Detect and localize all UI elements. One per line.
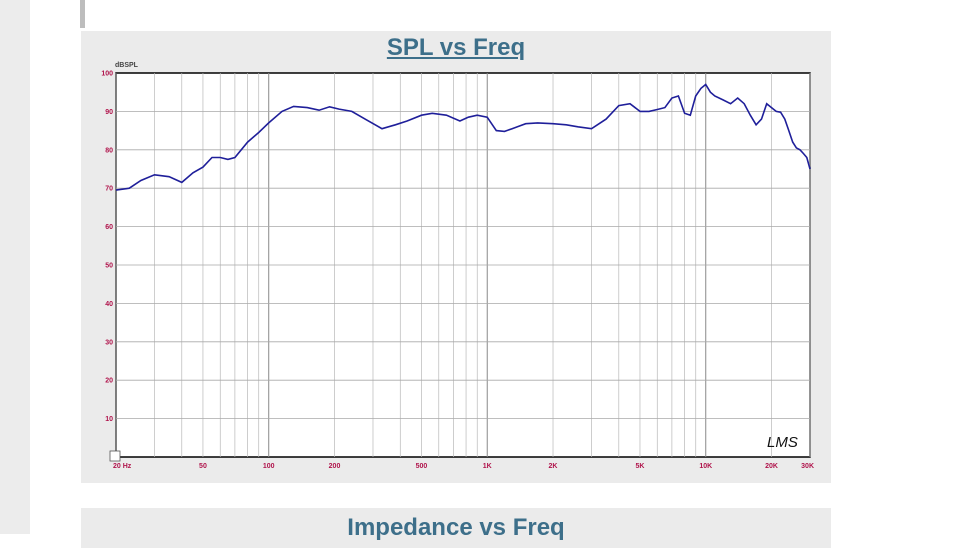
spl-chart-title: SPL vs Freq <box>386 34 526 61</box>
spl-series-line <box>115 83 811 191</box>
x-tick-label: 20 Hz <box>113 463 132 470</box>
blockquote-bar <box>80 0 85 28</box>
x-tick-label: 5K <box>635 463 644 470</box>
x-tick-label: 500 <box>416 463 428 470</box>
spl-chart: 100 90 80 70 60 50 40 30 20 10 20 Hz 50 100 200 500 1K 2… <box>101 62 814 471</box>
y-tick-label: 10 <box>105 416 113 423</box>
grid-lines <box>115 73 811 457</box>
y-axis-label: dBSPL <box>115 62 139 69</box>
x-tick-label: 30K <box>801 463 814 470</box>
x-tick-label: 1K <box>483 463 492 470</box>
x-tick-label: 200 <box>329 463 341 470</box>
x-tick-label: 50 <box>199 463 207 470</box>
x-tick-label: 20K <box>765 463 778 470</box>
impedance-chart-title: Impedance vs Freq <box>347 514 565 541</box>
y-tick-label: 80 <box>105 147 113 154</box>
left-rail <box>0 0 30 534</box>
y-tick-label: 20 <box>105 378 113 385</box>
lms-watermark: LMS <box>767 434 798 451</box>
y-tick-label: 50 <box>105 263 113 270</box>
y-tick-label: 40 <box>105 301 113 308</box>
x-tick-label: 100 <box>263 463 275 470</box>
y-tick-label: 70 <box>105 186 113 193</box>
x-tick-label: 10K <box>699 463 712 470</box>
y-tick-label: 100 <box>101 71 113 78</box>
y-tick-label: 90 <box>105 109 113 116</box>
y-tick-label: 30 <box>105 339 113 346</box>
spl-panel: SPL vs Freq 100 90 80 70 60 50 40 30 20 10 20 Hz 50… <box>81 31 831 483</box>
tick-labels: 100 90 80 70 60 50 40 30 20 10 20 Hz 50 100 200 500 1K 2… <box>101 71 814 471</box>
impedance-panel: Impedance vs Freq <box>81 508 831 548</box>
x-tick-label: 2K <box>549 463 558 470</box>
y-tick-label: 60 <box>105 224 113 231</box>
origin-corner-icon <box>109 450 121 462</box>
